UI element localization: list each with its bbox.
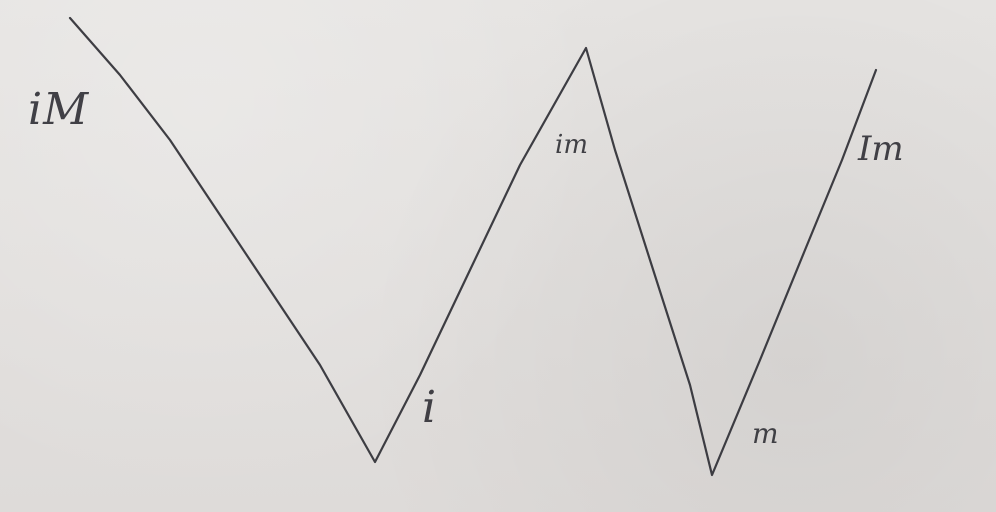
label-Im: Im — [858, 129, 904, 169]
zigzag-stroke — [68, 16, 878, 477]
label-iM: iM — [28, 84, 90, 135]
label-m: m — [752, 417, 779, 450]
label-i: i — [422, 382, 437, 433]
label-im: im — [555, 130, 588, 160]
